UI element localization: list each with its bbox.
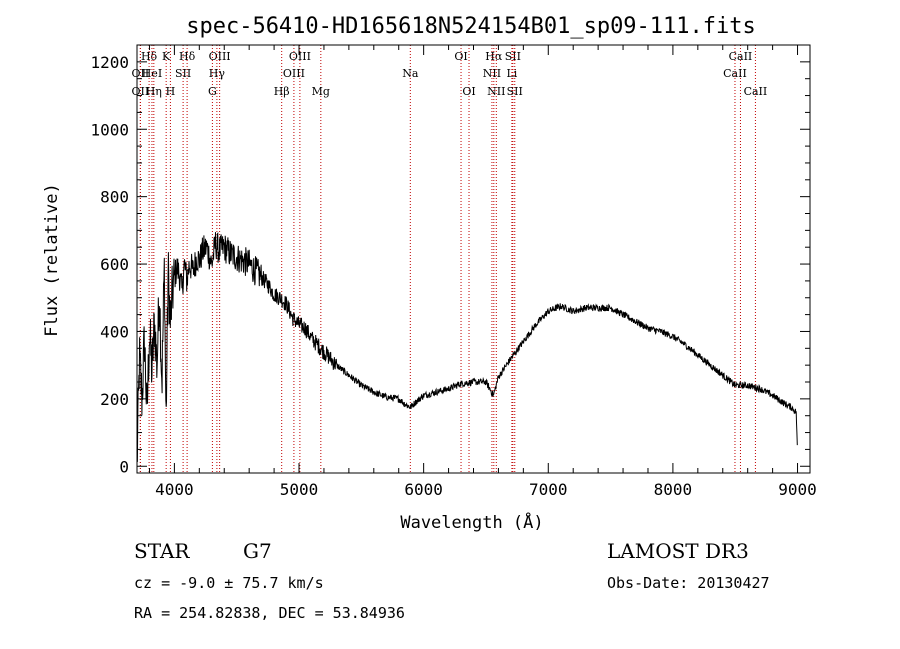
x-tick-label: 8000 — [654, 480, 693, 499]
x-tick-label: 4000 — [155, 480, 194, 499]
x-tick-label: 6000 — [404, 480, 443, 499]
spectral-line-label: Hδ — [179, 50, 196, 63]
y-tick-label: 0 — [119, 457, 129, 476]
spectral-line-label: OIII — [209, 50, 231, 63]
spectral-line-label: Hα — [485, 50, 503, 63]
spectral-line-label: Li — [506, 67, 517, 80]
spectral-line-label: OI — [454, 50, 467, 63]
spectral-line-label: K — [162, 50, 171, 63]
spectral-line-label: CaII — [723, 67, 747, 80]
spectral-line-label: Hγ — [209, 67, 226, 80]
spectral-line-label: Na — [402, 67, 419, 80]
x-tick-label: 7000 — [529, 480, 568, 499]
coordinates: RA = 254.82838, DEC = 53.84936 — [134, 604, 405, 622]
y-tick-label: 1200 — [90, 53, 129, 72]
spectral-line-label: Mg — [312, 85, 330, 98]
spectral-line-label: CaII — [729, 50, 753, 63]
y-axis-ticks: 0 200 400 600 800 1000 1200 — [90, 53, 810, 476]
spectral-line-label: OIII — [289, 50, 311, 63]
spectrum-series-line — [136, 231, 798, 462]
spectral-line-label: OI — [462, 85, 475, 98]
survey-name: LAMOST DR3 — [607, 539, 749, 563]
y-tick-label: 1000 — [90, 120, 129, 139]
spectral-line-label: H — [166, 85, 176, 98]
spectral-line-label: OII — [132, 85, 150, 98]
x-axis-ticks: 4000 5000 6000 7000 8000 9000 — [148, 45, 817, 499]
object-subclass: G7 — [243, 539, 272, 563]
observation-date: Obs-Date: 20130427 — [607, 574, 770, 592]
object-class: STAR — [134, 539, 190, 563]
x-tick-label: 5000 — [280, 480, 319, 499]
spectral-line-label: Hη — [146, 85, 162, 98]
spectral-line-label: SII — [507, 85, 523, 98]
spectral-line-label: Hβ — [274, 85, 290, 98]
spectral-line-label: SII — [175, 67, 191, 80]
y-axis-label: Flux (relative) — [42, 183, 62, 337]
spectral-line-label: NII — [483, 67, 501, 80]
spectral-line-label: CaII — [744, 85, 768, 98]
x-axis-label: Wavelength (Å) — [400, 511, 543, 533]
spectral-line-label: SII — [505, 50, 521, 63]
chart-title: spec-56410-HD165618N524154B01_sp09-111.f… — [186, 14, 756, 39]
y-tick-label: 400 — [100, 322, 129, 341]
spectral-line-label: HeI — [142, 67, 162, 80]
y-tick-label: 600 — [100, 255, 129, 274]
y-tick-label: 800 — [100, 188, 129, 207]
spectral-line-label: NII — [487, 85, 505, 98]
spectral-line-label: G — [208, 85, 217, 98]
spectral-line-label: OIII — [283, 67, 305, 80]
x-tick-label: 9000 — [778, 480, 817, 499]
redshift-velocity: cz = -9.0 ± 75.7 km/s — [134, 574, 324, 592]
y-tick-label: 200 — [100, 390, 129, 409]
spectral-line-label: Hδ — [141, 50, 158, 63]
spectral-line-label: OII — [132, 67, 150, 80]
